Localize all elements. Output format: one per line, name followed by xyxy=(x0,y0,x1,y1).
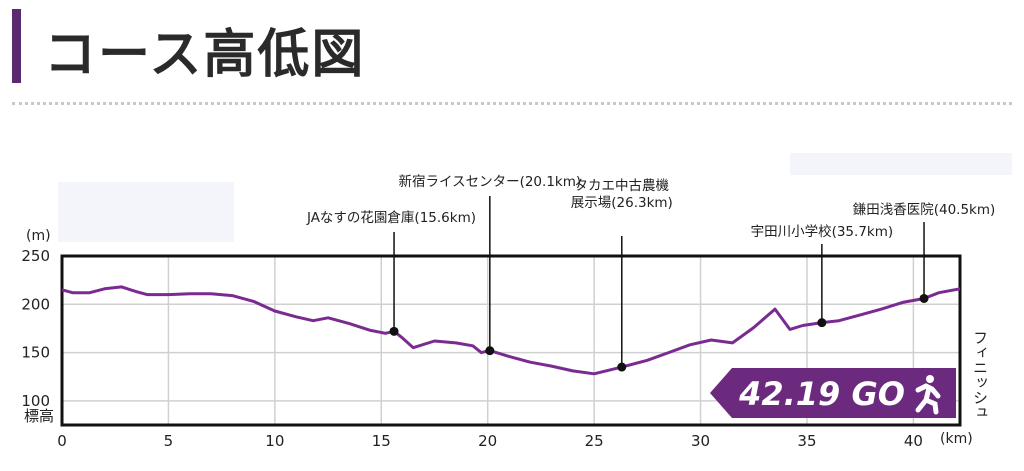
checkpoint-label: 新宿ライスセンター(20.1km) xyxy=(398,173,581,190)
x-tick-label: 10 xyxy=(265,432,284,450)
grid-lines xyxy=(62,256,960,425)
badge-arrow-shape xyxy=(710,368,956,418)
go-badge: 42.19 GO xyxy=(710,368,956,418)
finish-label: フィニッシュ xyxy=(971,330,989,420)
checkpoint-marker xyxy=(919,293,929,303)
x-tick-label: 25 xyxy=(585,432,604,450)
x-axis-unit-label: (km) xyxy=(940,431,973,447)
checkpoint-label: 展示場(26.3km) xyxy=(571,195,673,211)
y-tick-label: 250 xyxy=(21,247,50,265)
checkpoint-marker xyxy=(817,318,827,328)
plot-border xyxy=(60,254,962,427)
y-tick-label: 150 xyxy=(21,344,50,362)
checkpoint-marker xyxy=(389,326,399,336)
y-axis-unit-label: (m) xyxy=(26,228,51,244)
badge-text: 42.19 GO xyxy=(738,375,905,413)
title-accent-bar xyxy=(12,9,21,83)
checkpoint-label: 鎌田浅香医院(40.5km) xyxy=(853,202,996,218)
plot-frame xyxy=(60,254,962,427)
y-tick-label: 200 xyxy=(21,295,50,313)
blank-panel-right xyxy=(790,153,1012,175)
x-tick-label: 35 xyxy=(797,432,816,450)
x-tick-label: 5 xyxy=(164,432,174,450)
checkpoint-label: タカエ中古農機 xyxy=(575,178,670,194)
checkpoint-annotations: JAなすの花園倉庫(15.6km) 新宿ライスセンター(20.1km)タカエ中古農… xyxy=(306,173,995,372)
runner-icon xyxy=(915,375,941,415)
y-axis-title-label: 標高 xyxy=(24,407,54,425)
elevation-series xyxy=(61,285,961,376)
elevation-line xyxy=(61,285,961,376)
axis-ticks: 0 5 10 15 20 25 30 35 40 100 150 200 250 xyxy=(21,247,923,450)
x-tick-label: 0 xyxy=(57,432,67,450)
checkpoint-label: 宇田川小学校(35.7km) xyxy=(751,223,894,240)
runner-front-leg xyxy=(923,397,939,415)
x-tick-label: 30 xyxy=(691,432,710,450)
checkpoint-marker xyxy=(485,346,495,356)
x-tick-label: 40 xyxy=(904,432,923,450)
page-title: コース高低図 xyxy=(44,25,366,85)
runner-head xyxy=(926,375,934,383)
x-tick-label: 15 xyxy=(372,432,391,450)
checkpoint-label: JAなすの花園倉庫(15.6km) xyxy=(306,210,476,226)
dotted-divider xyxy=(12,102,1012,105)
section-header: コース高低図 xyxy=(0,0,1024,110)
x-tick-label: 20 xyxy=(478,432,497,450)
y-tick-label: 100 xyxy=(21,392,50,410)
blank-panel-left xyxy=(58,182,234,242)
checkpoint-marker xyxy=(617,362,627,372)
